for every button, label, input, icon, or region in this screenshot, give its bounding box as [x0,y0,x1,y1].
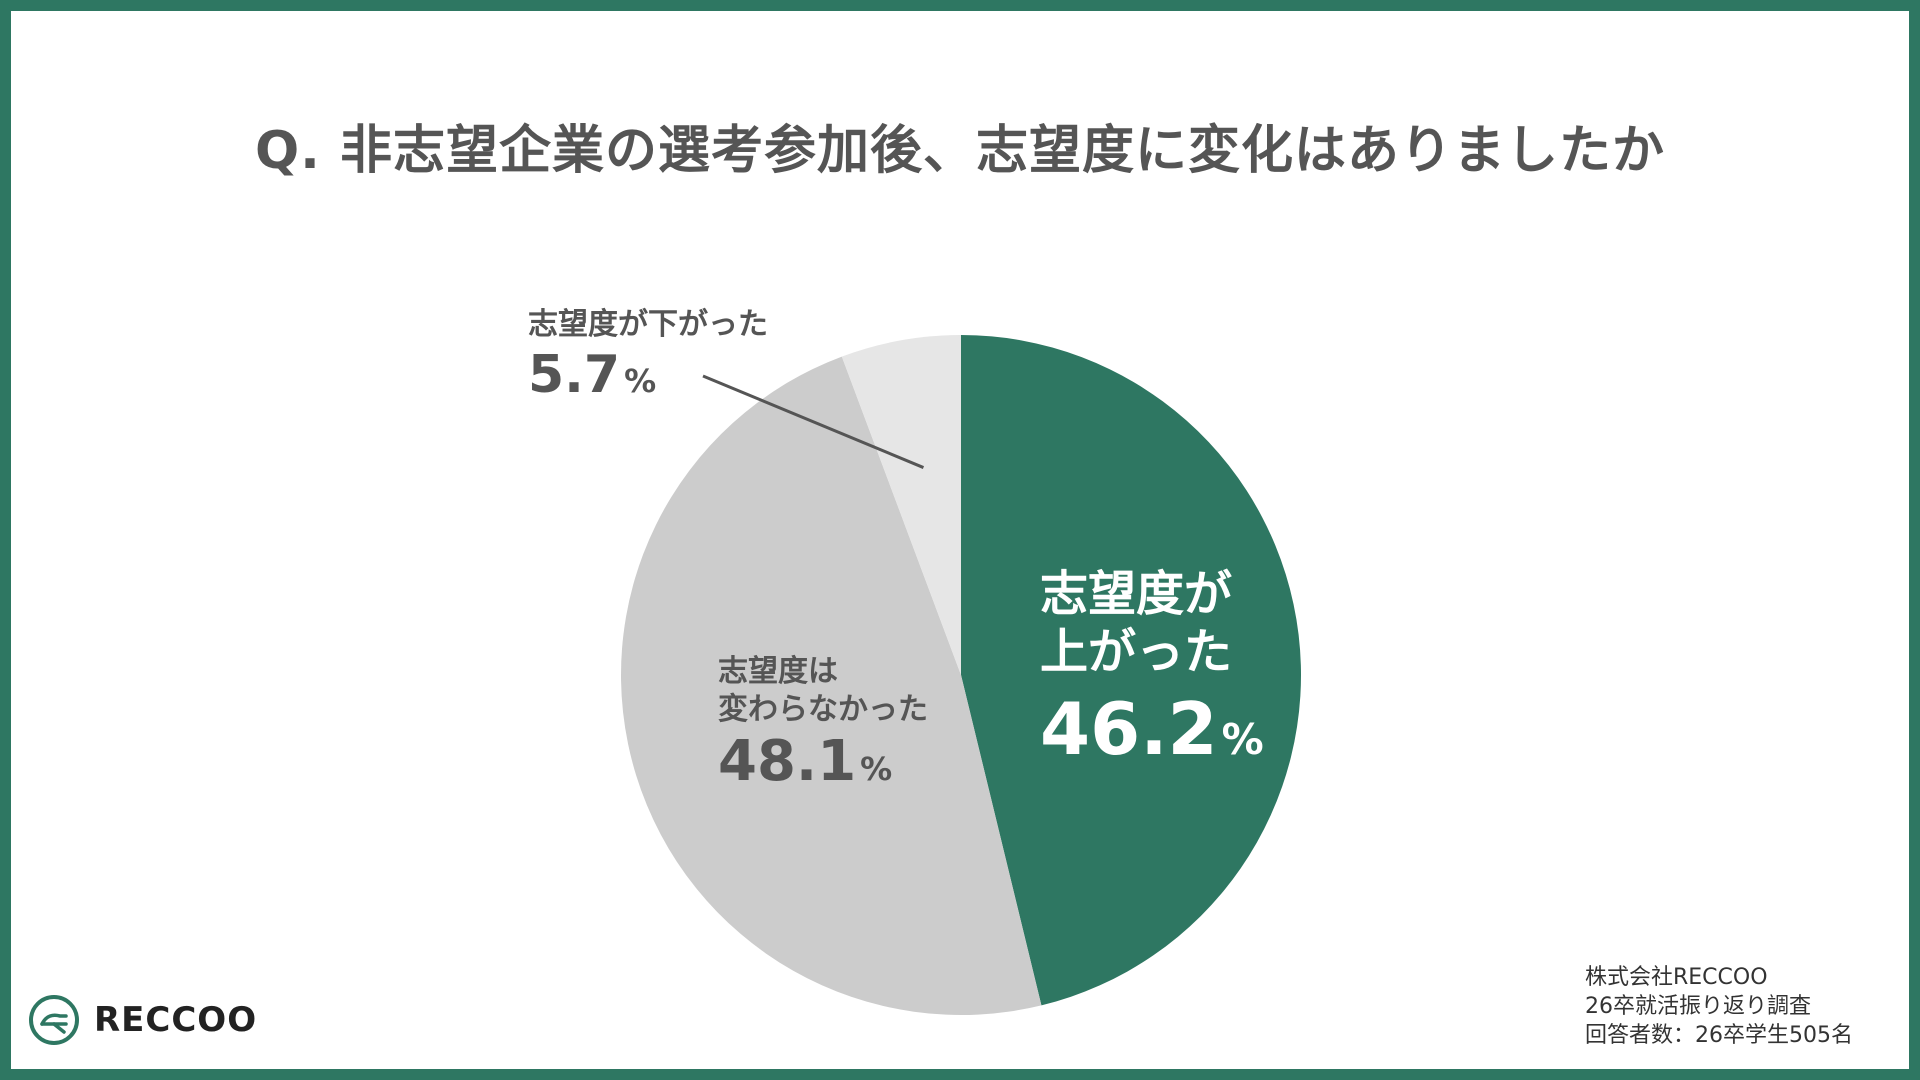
label-unchanged-value: 48.1% [718,729,928,804]
label-increased-line1: 志望度が [1040,566,1233,622]
company-logo: RECCOO [28,994,257,1046]
label-unchanged: 志望度は 変わらなかった 48.1% [718,653,928,804]
label-decreased-value: 5.7% [528,345,768,413]
pie-slice-unchanged [621,356,1042,1016]
pie-slice-increased [961,335,1302,1006]
source-respondents: 回答者数：26卒学生505名 [1585,1023,1853,1048]
label-unchanged-line1: 志望度は [718,654,838,689]
label-decreased-number: 5.7 [528,345,621,405]
leader-line-decreased [702,374,925,469]
label-increased-value: 46.2% [1040,689,1264,780]
label-unchanged-percent-sign: % [860,750,893,788]
reccoo-logo-icon [29,995,79,1045]
pie-slice-decreased [841,335,961,675]
logo-text: RECCOO [94,1000,258,1040]
source-note: 株式会社RECCOO 26卒就活振り返り調査 回答者数：26卒学生505名 [1585,963,1853,1050]
chart-title: Q. 非志望企業の選考参加後、志望度に変化はありましたか [254,121,1666,181]
label-unchanged-line2: 変わらなかった [718,692,928,727]
label-decreased-line1: 志望度が下がった [528,307,768,342]
source-company: 株式会社RECCOO [1585,965,1768,990]
label-increased-line2: 上がった [1040,624,1233,680]
source-survey: 26卒就活振り返り調査 [1585,994,1811,1019]
label-increased: 志望度が 上がった 46.2% [1040,565,1264,780]
label-increased-percent-sign: % [1221,715,1264,764]
label-unchanged-number: 48.1 [718,729,857,794]
label-decreased: 志望度が下がった 5.7% [528,305,768,413]
label-decreased-percent-sign: % [624,362,657,400]
label-increased-number: 46.2 [1040,687,1218,771]
